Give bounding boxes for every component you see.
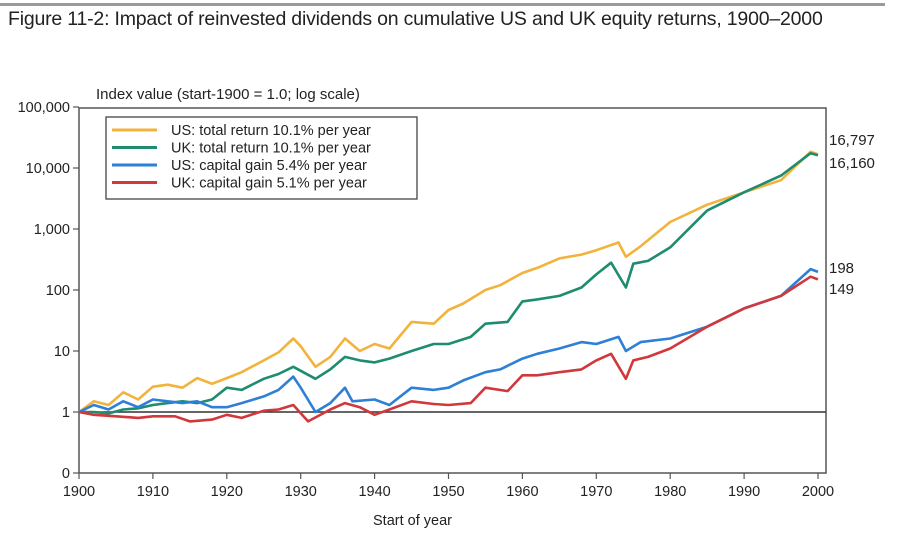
legend-label-2: US: capital gain 5.4% per year: [171, 158, 367, 174]
end-label-3: 149: [829, 281, 854, 298]
legend-label-0: US: total return 10.1% per year: [171, 123, 371, 139]
x-tick-label: 1930: [285, 484, 317, 500]
series-line-0: [78, 150, 819, 414]
title-rule: [0, 3, 885, 6]
y-tick-label: 1: [62, 405, 70, 421]
series-line-2: [78, 267, 819, 414]
y-axis-label: Index value (start-1900 = 1.0; log scale…: [96, 86, 360, 103]
y-tick-label: 100,000: [18, 100, 70, 116]
x-tick-label: 1900: [63, 484, 95, 500]
x-tick-label: 1960: [506, 484, 538, 500]
y-tick-label: 10,000: [26, 161, 70, 177]
legend-label-1: UK: total return 10.1% per year: [171, 141, 371, 157]
x-tick-label: 2000: [802, 484, 834, 500]
x-tick-label: 1950: [432, 484, 464, 500]
y-tick-label: 100: [46, 283, 70, 299]
y-tick-label: 10: [54, 344, 70, 360]
legend-box: [105, 116, 418, 200]
y-tick-label: 0: [62, 466, 70, 482]
x-tick-label: 1920: [211, 484, 243, 500]
end-label-1: 16,160: [829, 155, 875, 172]
end-label-0: 16,797: [829, 132, 875, 149]
x-tick-label: 1940: [358, 484, 390, 500]
x-axis-label: Start of year: [373, 513, 452, 529]
legend-label-3: UK: capital gain 5.1% per year: [171, 176, 367, 192]
x-tick-label: 1910: [137, 484, 169, 500]
y-tick-label: 1,000: [34, 222, 70, 238]
end-label-2: 198: [829, 260, 854, 277]
x-tick-label: 1980: [654, 484, 686, 500]
chart-title: Figure 11-2: Impact of reinvested divide…: [8, 8, 823, 30]
series-line-3: [78, 275, 819, 423]
x-tick-label: 1990: [728, 484, 760, 500]
x-tick-label: 1970: [580, 484, 612, 500]
